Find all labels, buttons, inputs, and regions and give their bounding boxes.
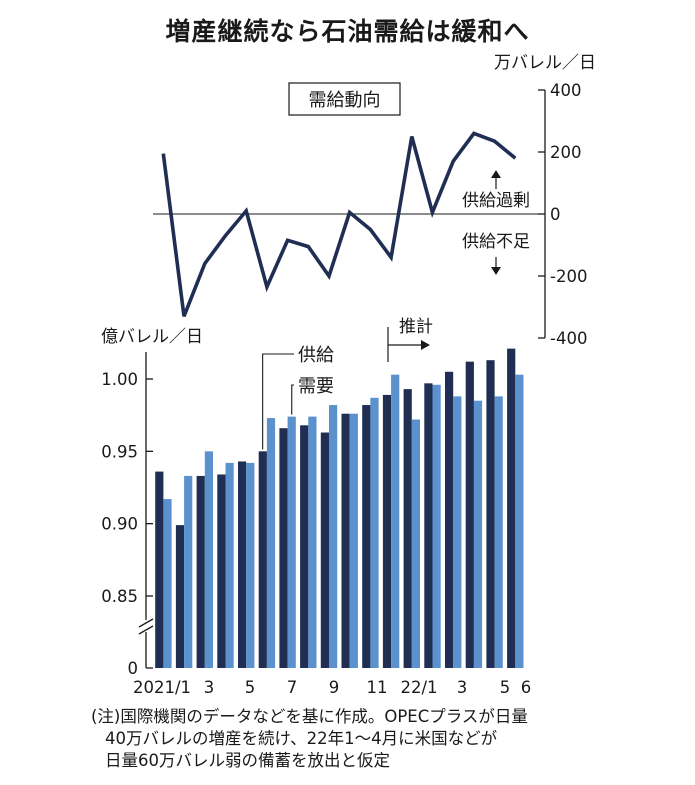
bar-supply [279,428,288,668]
bar-y-tick-label: 0 [128,659,139,678]
bar-supply [403,389,412,668]
balance-line [161,131,517,317]
bar-demand [266,418,276,668]
bar-demand [494,396,503,668]
surplus-arrow-head [491,170,501,178]
chart-title: 増産継続なら石油需給は緩和へ [165,17,530,46]
forecast-arrow-head [421,340,430,350]
bar-demand [391,374,400,668]
bar-demand [163,499,172,668]
line-y-tick-label: 200 [550,143,582,162]
bar-demand [204,451,213,668]
legend-supply: 供給 [298,345,334,366]
bar-y-tick-label: 0.95 [101,442,138,461]
annotation-shortage: 供給不足 [462,232,530,252]
forecast-label: 推計 [399,317,433,337]
bar-supply [424,383,433,668]
bar-supply [465,361,474,668]
note-line-1: (注)国際機関のデータなどを基に作成。OPECプラスが日量 [91,707,528,726]
bar-supply [362,405,371,668]
line-unit-label: 万バレル／日 [494,53,596,73]
bar-demand [432,384,441,668]
x-tick-label: 9 [329,678,340,697]
x-tick-label: 11 [367,678,388,697]
x-tick-label: 3 [457,678,468,697]
bar-supply [445,371,454,668]
bar-unit-label: 億バレル／日 [101,327,203,347]
shortage-arrow-head [491,267,501,275]
bar-demand [287,416,296,668]
note-line-3: 日量60万バレル弱の備蓄を放出と仮定 [105,751,390,770]
bar-supply [175,525,185,668]
bar-demand [308,416,317,668]
bar-supply [341,413,350,668]
x-tick-label: 7 [287,678,298,697]
bar-demand [246,462,255,668]
bar-demand [349,413,358,668]
bar-supply [196,475,205,668]
bar-demand [184,475,193,668]
bar-y-tick-label: 0.85 [101,587,138,606]
x-tick-label: 22/1 [400,678,437,697]
line-title-box [288,82,401,116]
bar-y-tick-label: 1.00 [101,370,138,389]
x-tick-label: 3 [204,678,215,697]
bar-supply [507,348,516,668]
bar-demand [453,396,462,668]
bar-supply [217,474,226,668]
bar-supply [382,394,392,668]
note-line-2: 40万バレルの増産を続け、22年1～4月に米国などが [105,729,498,748]
line-y-tick-label: -400 [550,329,587,348]
bar-demand [329,405,338,668]
legend-demand-leader [291,384,294,415]
bar-supply [486,360,495,668]
bar-supply [320,432,329,668]
bar-demand [411,419,420,668]
bar-demand [473,400,483,668]
line-y-tick-label: -200 [550,267,587,286]
bar-demand [225,462,234,668]
x-tick-label: 6 [521,678,532,697]
bar-supply [300,425,309,668]
bar-y-tick-label: 0.90 [101,515,138,534]
axis-break-mark [138,618,154,628]
axis-break-mark [138,625,154,635]
legend-demand: 需要 [298,376,334,397]
line-y-tick-label: 400 [550,81,582,100]
bar-supply [238,461,247,668]
bar-demand [370,397,379,668]
x-tick-label: 5 [245,678,256,697]
bar-supply [155,471,164,668]
bar-supply [258,451,267,668]
x-tick-label: 2021/1 [133,678,191,697]
annotation-surplus: 供給過剰 [462,191,530,211]
bar-demand [515,374,524,668]
legend-supply-leader [262,353,294,450]
x-tick-label: 5 [500,678,511,697]
line-title: 需給動向 [309,90,381,111]
line-y-tick-label: 0 [550,205,561,224]
chart-note: (注)国際機関のデータなどを基に作成。OPECプラスが日量 40万バレルの増産を… [91,706,665,772]
